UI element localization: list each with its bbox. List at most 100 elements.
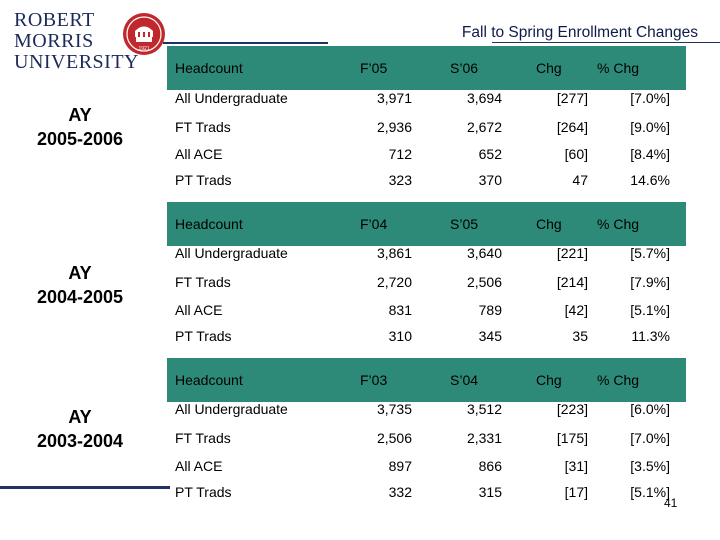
table-row: FT Trads 2,506 2,331 [175] [7.0%] bbox=[167, 425, 686, 451]
pct-chg-value: [9.0%] bbox=[630, 119, 670, 135]
row-label: FT Trads bbox=[175, 274, 231, 290]
fall-value: 332 bbox=[388, 484, 412, 500]
fall-value: 712 bbox=[388, 146, 412, 162]
chg-value: [60] bbox=[564, 146, 588, 162]
row-label: PT Trads bbox=[175, 484, 232, 500]
header-spring: S’05 bbox=[450, 216, 479, 232]
table-header: Headcount F’04 S’05 Chg % Chg bbox=[167, 202, 686, 246]
spring-value: 652 bbox=[478, 146, 502, 162]
row-label: PT Trads bbox=[175, 328, 232, 344]
header-chg: Chg bbox=[536, 60, 562, 76]
university-seal-icon: 1921 bbox=[123, 13, 165, 55]
pct-chg-value: 11.3% bbox=[631, 328, 670, 344]
table-row: All Undergraduate 3,861 3,640 [221] [5.7… bbox=[167, 240, 686, 266]
ay-label: AY bbox=[68, 263, 92, 283]
spring-value: 2,506 bbox=[466, 274, 502, 290]
row-label: All ACE bbox=[175, 302, 223, 318]
logo-line-3: UNIVERSITY bbox=[14, 51, 139, 73]
header-headcount: Headcount bbox=[175, 216, 243, 232]
chg-value: [31] bbox=[564, 458, 588, 474]
logo-wordmark: ROBERT MORRIS UNIVERSITY bbox=[14, 10, 139, 73]
pct-chg-value: [7.9%] bbox=[630, 274, 670, 290]
pct-chg-value: [7.0%] bbox=[630, 90, 670, 106]
ay-label-2005-2006: AY 2005-2006 bbox=[0, 103, 160, 151]
fall-value: 2,506 bbox=[376, 430, 412, 446]
fall-value: 2,936 bbox=[376, 119, 412, 135]
title-rule bbox=[163, 42, 328, 44]
header-pct-chg: % Chg bbox=[597, 372, 640, 388]
chg-value: [221] bbox=[556, 245, 588, 261]
header-chg: Chg bbox=[536, 216, 562, 232]
header-pct-chg: % Chg bbox=[597, 216, 640, 232]
row-label: All Undergraduate bbox=[175, 90, 288, 106]
header-fall: F’05 bbox=[360, 60, 388, 76]
pct-chg-value: [8.4%] bbox=[630, 146, 670, 162]
ay-years: 2005-2006 bbox=[36, 129, 124, 149]
chg-value: [223] bbox=[556, 401, 588, 417]
table-row: All ACE 897 866 [31] [3.5%] bbox=[167, 453, 686, 479]
row-label: FT Trads bbox=[175, 430, 231, 446]
header-spring: S’04 bbox=[450, 372, 479, 388]
header-headcount: Headcount bbox=[175, 60, 243, 76]
table-row: PT Trads 332 315 [17] [5.1%] bbox=[167, 479, 686, 505]
row-label: All ACE bbox=[175, 458, 223, 474]
table-header: Headcount F’03 S’04 Chg % Chg bbox=[167, 358, 686, 402]
spring-value: 370 bbox=[478, 172, 502, 188]
seal-year: 1921 bbox=[138, 46, 149, 52]
table-row: All Undergraduate 3,735 3,512 [223] [6.0… bbox=[167, 396, 686, 422]
table-row: All ACE 712 652 [60] [8.4%] bbox=[167, 141, 686, 167]
table-row: All ACE 831 789 [42] [5.1%] bbox=[167, 297, 686, 323]
table-row: All Undergraduate 3,971 3,694 [277] [7.0… bbox=[167, 85, 686, 111]
spring-value: 2,331 bbox=[466, 430, 502, 446]
row-label: All ACE bbox=[175, 146, 223, 162]
spring-value: 866 bbox=[478, 458, 502, 474]
ay-label: AY bbox=[68, 105, 92, 125]
table-row: FT Trads 2,720 2,506 [214] [7.9%] bbox=[167, 269, 686, 295]
chg-value: [17] bbox=[564, 484, 588, 500]
pct-chg-value: [5.1%] bbox=[630, 302, 670, 318]
header-chg: Chg bbox=[536, 372, 562, 388]
ay-label: AY bbox=[68, 407, 92, 427]
ay-label-2004-2005: AY 2004-2005 bbox=[0, 261, 160, 309]
spring-value: 345 bbox=[478, 328, 502, 344]
header-spring: S’06 bbox=[450, 60, 479, 76]
fall-value: 3,735 bbox=[376, 401, 412, 417]
header-pct-chg: % Chg bbox=[597, 60, 640, 76]
pct-chg-value: [6.0%] bbox=[630, 401, 670, 417]
logo-line-2: MORRIS bbox=[14, 30, 94, 52]
spring-value: 315 bbox=[478, 484, 502, 500]
row-label: FT Trads bbox=[175, 119, 231, 135]
row-label: PT Trads bbox=[175, 172, 232, 188]
fall-value: 310 bbox=[388, 328, 412, 344]
table-header: Headcount F’05 S’06 Chg % Chg bbox=[167, 46, 686, 90]
chg-value: [214] bbox=[556, 274, 588, 290]
chg-value: [42] bbox=[564, 302, 588, 318]
header-fall: F’03 bbox=[360, 372, 388, 388]
pct-chg-value: 14.6% bbox=[630, 172, 670, 188]
pct-chg-value: [7.0%] bbox=[630, 430, 670, 446]
ay-label-2003-2004: AY 2003-2004 bbox=[0, 405, 160, 453]
fall-value: 3,971 bbox=[376, 90, 412, 106]
pct-chg-value: [5.1%] bbox=[630, 484, 670, 500]
fall-value: 897 bbox=[388, 458, 412, 474]
fall-value: 3,861 bbox=[376, 245, 412, 261]
fall-value: 831 bbox=[388, 302, 412, 318]
fall-value: 2,720 bbox=[376, 274, 412, 290]
footer-rule bbox=[0, 486, 170, 489]
logo-line-1: ROBERT bbox=[14, 9, 95, 31]
spring-value: 3,640 bbox=[466, 245, 502, 261]
spring-value: 3,694 bbox=[466, 90, 502, 106]
spring-value: 2,672 bbox=[466, 119, 502, 135]
spring-value: 789 bbox=[478, 302, 502, 318]
slide-title: Fall to Spring Enrollment Changes bbox=[461, 24, 698, 41]
header-headcount: Headcount bbox=[175, 372, 243, 388]
page-number: 41 bbox=[664, 496, 678, 510]
chg-value: [264] bbox=[556, 119, 588, 135]
pct-chg-value: [5.7%] bbox=[630, 245, 670, 261]
header-fall: F’04 bbox=[360, 216, 388, 232]
row-label: All Undergraduate bbox=[175, 245, 288, 261]
title-rule-right bbox=[492, 42, 720, 43]
chg-value: [175] bbox=[556, 430, 588, 446]
pct-chg-value: [3.5%] bbox=[630, 458, 670, 474]
chg-value: [277] bbox=[556, 90, 588, 106]
